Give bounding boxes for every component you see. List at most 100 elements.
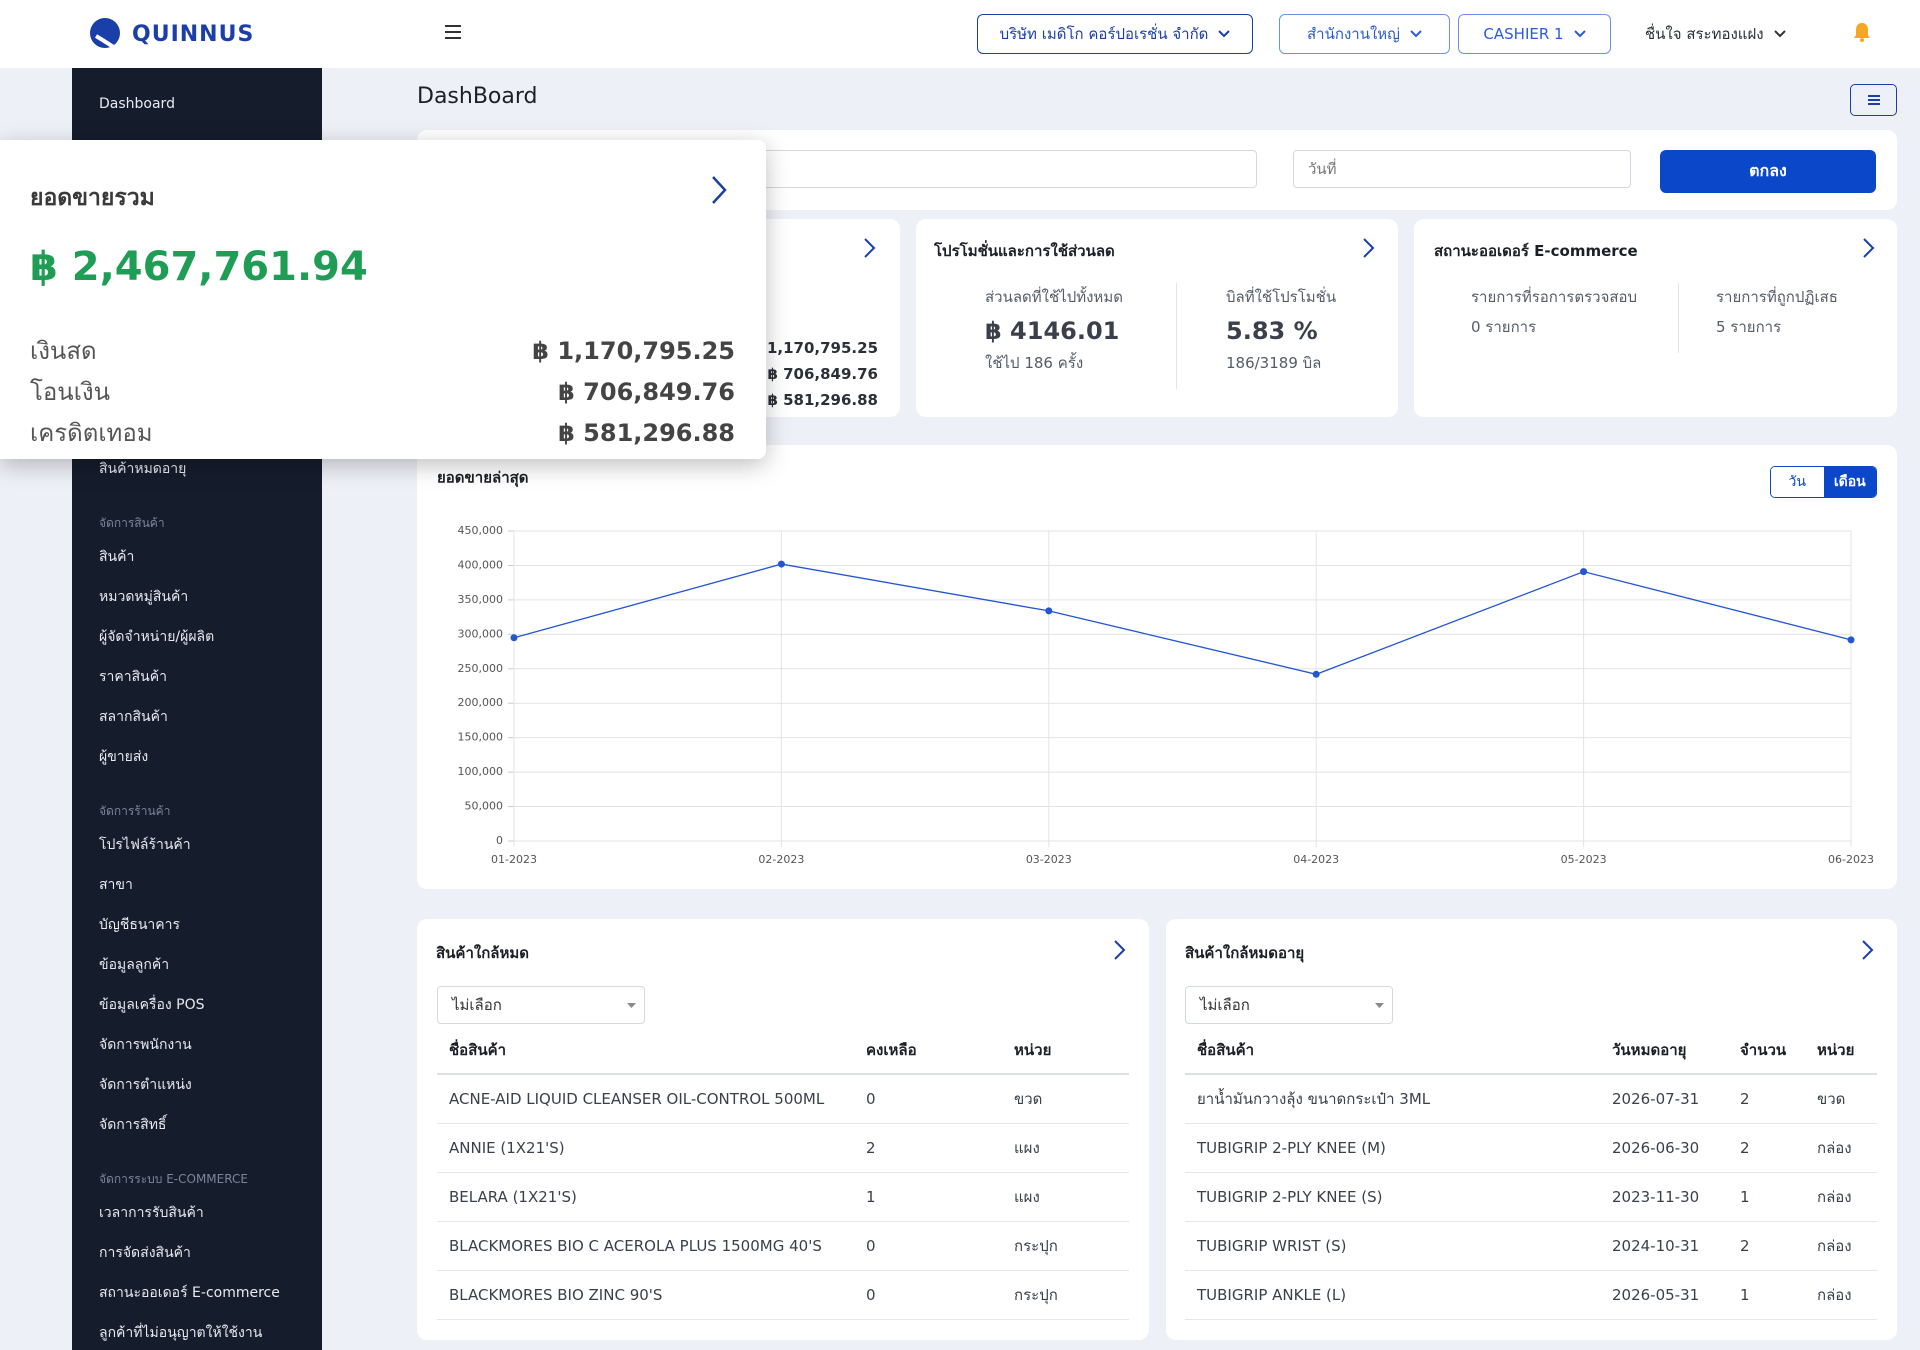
column-header: ชื่อสินค้า — [437, 1026, 854, 1075]
promotion-card[interactable]: โปรโมชั่นและการใช้ส่วนลด ส่วนลดที่ใช้ไปท… — [916, 219, 1398, 417]
nav-item[interactable]: จัดการสิทธิ์ — [99, 1117, 167, 1133]
menu-toggle[interactable] — [444, 24, 462, 40]
search-input[interactable] — [757, 150, 1257, 188]
table-body: ยาน้ำมันกวางลุ้ง ขนาดกระเป๋า 3ML 2026-07-… — [1185, 1074, 1877, 1320]
view-options[interactable] — [1850, 84, 1897, 116]
branch-name: สำนักงานใหญ่ — [1307, 25, 1400, 43]
chevron-down — [1410, 30, 1422, 38]
table-cell: ANNIE (1X21'S) — [437, 1123, 854, 1173]
nav-item[interactable]: หมวดหมู่สินค้า — [99, 589, 189, 605]
stat-label: รายการที่รอการตรวจสอบ — [1471, 288, 1638, 306]
sidebar-top: Dashboard — [72, 84, 322, 124]
stat-note: 5 รายการ — [1716, 318, 1782, 336]
line-chart: ยอดขายล่าสุด 0 50,000 100,000 150,000 200,00… — [437, 469, 1874, 867]
x-tick-label: 03-2023 — [1026, 853, 1072, 866]
table-cell: TUBIGRIP WRIST (S) — [1185, 1221, 1600, 1271]
nav-item[interactable]: การจัดส่งสินค้า — [99, 1245, 191, 1261]
table-head: ชื่อสินค้า คงเหลือ หน่วย — [437, 1026, 1129, 1075]
expiring-card: สินค้าใกล้หมดอายุ ไม่เลือก ชื่อสินค้า วัน… — [1166, 919, 1897, 1340]
company-select[interactable]: บริษัท เมดิโก คอร์ปอเรชั่น จำกัด — [977, 14, 1253, 54]
table-cell: 0 — [854, 1221, 1002, 1271]
low-stock-table: ชื่อสินค้า คงเหลือ หน่วย ACNE-AID LIQUID CL… — [437, 1026, 1129, 1320]
nav-item[interactable]: ลูกค้าที่ไม่อนุญาตให้ใช้งาน — [99, 1325, 263, 1341]
card-title: สินค้าใกล้หมดอายุ — [1185, 944, 1305, 962]
stat-note: 0 รายการ — [1471, 318, 1537, 336]
chevron-right[interactable] — [1861, 939, 1875, 961]
payment-row: โอนเงิน ฿ 706,849.76 — [30, 371, 735, 412]
y-tick-label: 200,000 — [458, 696, 504, 709]
nav-item[interactable]: จัดการพนักงาน — [99, 1037, 192, 1053]
category-select[interactable]: ไม่เลือก — [437, 986, 645, 1024]
table-cell: 0 — [854, 1270, 1002, 1320]
nav-item[interactable]: โปรไฟล์ร้านค้า — [99, 837, 191, 853]
nav-item[interactable]: ผู้จัดจำหน่าย/ผู้ผลิต — [99, 629, 215, 645]
submit-button[interactable]: ตกลง — [1660, 150, 1876, 193]
top-bar: QUINNUS บริษัท เมดิโก คอร์ปอเรชั่น จำกัด… — [0, 0, 1920, 68]
table-head: ชื่อสินค้า วันหมดอายุ จำนวน หน่วย — [1185, 1026, 1877, 1075]
stat-value: 5.83 % — [1226, 317, 1318, 345]
x-tick-label: 05-2023 — [1561, 853, 1607, 866]
branch-select[interactable]: สำนักงานใหญ่ — [1279, 14, 1450, 54]
stat-column: รายการที่รอการตรวจสอบ 0 รายการ — [1471, 285, 1637, 339]
nav-item[interactable]: สินค้าหมดอายุ — [99, 461, 187, 477]
table-cell: กระปุก — [1002, 1270, 1129, 1320]
logo: QUINNUS — [88, 16, 254, 52]
payment-value: ฿ 581,296.88 — [767, 391, 878, 409]
table-cell: กล่อง — [1805, 1221, 1877, 1271]
nav-item[interactable]: เวลาการรับสินค้า — [99, 1205, 204, 1221]
nav-item[interactable]: สินค้า — [99, 549, 135, 565]
chevron-down — [1573, 30, 1586, 38]
divider — [1176, 283, 1177, 389]
cashier-select[interactable]: CASHIER 1 — [1458, 14, 1611, 54]
date-input[interactable]: วันที่ — [1293, 150, 1631, 188]
ecommerce-card[interactable]: สถานะออเดอร์ E-commerce รายการที่รอการตร… — [1414, 219, 1897, 417]
select-caret — [627, 1003, 636, 1008]
notification-bell[interactable] — [1853, 22, 1871, 42]
chevron-right[interactable] — [710, 174, 728, 206]
column-header: หน่วย — [1805, 1026, 1877, 1075]
stat-label: รายการที่ถูกปฏิเสธ — [1716, 288, 1838, 306]
table-row: TUBIGRIP 2-PLY KNEE (M) 2026-06-30 2 กล่อง — [1185, 1123, 1877, 1173]
table-cell: 2026-07-31 — [1600, 1074, 1728, 1124]
y-tick-label: 100,000 — [458, 765, 504, 778]
user-menu[interactable]: ชื่นใจ สระทองแฝง — [1645, 22, 1786, 46]
header-row: ชื่อสินค้า วันหมดอายุ จำนวน หน่วย — [1185, 1026, 1877, 1075]
nav-item[interactable]: Dashboard — [99, 96, 175, 112]
payment-value: ฿ 706,849.76 — [558, 377, 735, 406]
table-cell: TUBIGRIP ANKLE (L) — [1185, 1270, 1600, 1320]
table-cell: 2 — [1728, 1221, 1805, 1271]
select-label: ไม่เลือก — [452, 996, 502, 1014]
divider — [1678, 283, 1679, 353]
table-cell: กระปุก — [1002, 1221, 1129, 1271]
table-row: ยาน้ำมันกวางลุ้ง ขนาดกระเป๋า 3ML 2026-07-… — [1185, 1074, 1877, 1124]
table-row: TUBIGRIP 2-PLY KNEE (S) 2023-11-30 1 กล่อง — [1185, 1172, 1877, 1222]
nav-item[interactable]: ผู้ขายส่ง — [99, 749, 149, 765]
nav-item[interactable]: สาขา — [99, 877, 133, 893]
stat-note: 186/3189 บิล — [1226, 354, 1322, 372]
stat-value: ฿ 4146.01 — [985, 317, 1120, 345]
card-title: สินค้าใกล้หมด — [436, 944, 529, 962]
category-select[interactable]: ไม่เลือก — [1185, 986, 1393, 1024]
card-title: โปรโมชั่นและการใช้ส่วนลด — [934, 242, 1115, 260]
company-name: บริษัท เมดิโก คอร์ปอเรชั่น จำกัด — [999, 25, 1209, 43]
chevron-right[interactable] — [1113, 939, 1127, 961]
nav-item[interactable]: ราคาสินค้า — [99, 669, 167, 685]
table-cell: BELARA (1X21'S) — [437, 1172, 854, 1222]
toggle-month[interactable]: เดือน — [1823, 467, 1876, 497]
nav-item[interactable]: สถานะออเดอร์ E-commerce — [99, 1285, 280, 1301]
nav-item[interactable]: ข้อมูลเครื่อง POS — [99, 997, 205, 1013]
table-row: TUBIGRIP WRIST (S) 2024-10-31 2 กล่อง — [1185, 1221, 1877, 1271]
column-header: ชื่อสินค้า — [1185, 1026, 1600, 1075]
nav-item[interactable]: ข้อมูลลูกค้า — [99, 957, 170, 973]
payment-value: ฿ 706,849.76 — [767, 365, 878, 383]
nav-item[interactable]: สลากสินค้า — [99, 709, 168, 725]
column-header: จำนวน — [1728, 1026, 1805, 1075]
nav-item[interactable]: จัดการตำแหน่ง — [99, 1077, 192, 1093]
toggle-day[interactable]: วัน — [1771, 467, 1824, 497]
table-cell: 2023-11-30 — [1600, 1172, 1728, 1222]
data-point — [1580, 568, 1588, 576]
chart-card: ยอดขายล่าสุด 0 50,000 100,000 150,000 200,00… — [417, 445, 1897, 889]
nav-item[interactable]: บัญชีธนาคาร — [99, 917, 181, 933]
